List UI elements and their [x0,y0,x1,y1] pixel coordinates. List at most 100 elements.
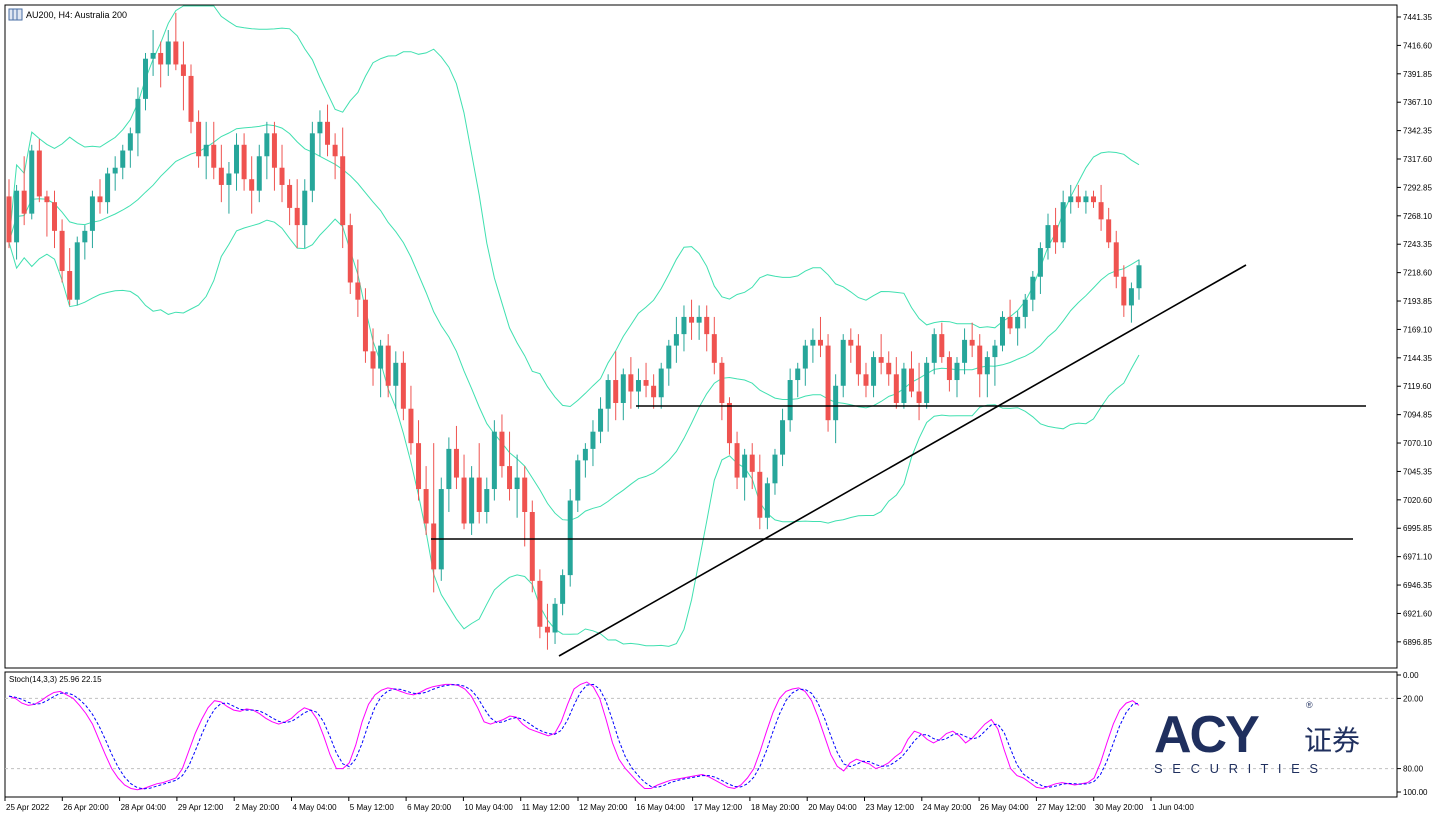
bull-candle[interactable] [1128,288,1134,306]
bear-candle[interactable] [537,580,543,627]
bull-candle[interactable] [802,345,808,369]
bull-candle[interactable] [795,368,801,381]
bear-candle[interactable] [1098,202,1104,220]
bull-candle[interactable] [135,98,141,134]
bear-candle[interactable] [249,179,255,191]
bear-candle[interactable] [6,196,12,243]
bear-candle[interactable] [158,52,164,65]
bear-candle[interactable] [1106,219,1112,243]
bull-candle[interactable] [150,52,156,59]
bear-candle[interactable] [67,271,73,300]
bear-candle[interactable] [1075,196,1081,203]
bear-candle[interactable] [893,374,899,403]
bull-candle[interactable] [999,316,1005,346]
bear-candle[interactable] [855,345,861,375]
bull-candle[interactable] [491,431,497,490]
bear-candle[interactable] [453,448,459,478]
bear-candle[interactable] [522,477,528,513]
bull-candle[interactable] [234,144,240,174]
bear-candle[interactable] [544,626,550,633]
bear-candle[interactable] [385,345,391,386]
bear-candle[interactable] [173,41,179,65]
bull-candle[interactable] [575,460,581,501]
bull-candle[interactable] [620,374,626,403]
bear-candle[interactable] [529,512,535,581]
bull-candle[interactable] [598,408,604,432]
bear-candle[interactable] [711,334,717,363]
bear-candle[interactable] [719,362,725,403]
bear-candle[interactable] [969,339,975,346]
bull-candle[interactable] [871,357,877,386]
bear-candle[interactable] [1053,225,1059,243]
bull-candle[interactable] [840,339,846,386]
bear-candle[interactable] [726,402,732,444]
bull-candle[interactable] [742,454,748,478]
bull-candle[interactable] [1136,265,1142,289]
bull-candle[interactable] [1015,316,1021,329]
bear-candle[interactable] [36,150,42,197]
bear-candle[interactable] [21,190,27,214]
bear-candle[interactable] [340,156,346,226]
bull-candle[interactable] [582,448,588,461]
bull-candle[interactable] [931,334,937,363]
bear-candle[interactable] [461,477,467,524]
bull-candle[interactable] [438,489,444,570]
bear-candle[interactable] [279,167,285,185]
bull-candle[interactable] [780,420,786,455]
bull-candle[interactable] [143,58,149,99]
bear-candle[interactable] [643,380,649,386]
bull-candle[interactable] [112,167,118,174]
bull-candle[interactable] [393,362,399,386]
bear-candle[interactable] [863,374,869,386]
bull-candle[interactable] [833,385,839,421]
bull-candle[interactable] [309,133,315,191]
bear-candle[interactable] [848,339,854,346]
bull-candle[interactable] [514,477,520,490]
bull-candle[interactable] [696,316,702,323]
bear-candle[interactable] [1113,242,1119,277]
bear-candle[interactable] [52,202,58,231]
bear-candle[interactable] [294,207,300,226]
bear-candle[interactable] [704,316,710,335]
bull-candle[interactable] [772,454,778,484]
bull-candle[interactable] [605,380,611,409]
bear-candle[interactable] [218,167,224,185]
uptrend-line[interactable] [558,264,1247,657]
bull-candle[interactable] [256,156,262,191]
bull-candle[interactable] [29,150,35,214]
bull-candle[interactable] [552,603,558,633]
bull-candle[interactable] [681,316,687,335]
bull-candle[interactable] [764,483,770,518]
bear-candle[interactable] [423,489,429,524]
bull-candle[interactable] [1022,299,1028,317]
bull-candle[interactable] [105,173,111,203]
bull-candle[interactable] [560,575,566,604]
bear-candle[interactable] [499,431,505,467]
bear-candle[interactable] [916,391,922,403]
bull-candle[interactable] [127,133,133,151]
bull-candle[interactable] [567,500,573,576]
bull-candle[interactable] [89,196,95,231]
bull-candle[interactable] [378,345,384,369]
bull-candle[interactable] [1083,196,1089,203]
bear-candle[interactable] [370,351,376,369]
bull-candle[interactable] [469,477,475,524]
bear-candle[interactable] [416,443,422,490]
bear-candle[interactable] [325,121,331,145]
bull-candle[interactable] [264,133,270,157]
bear-candle[interactable] [271,133,277,168]
bear-candle[interactable] [180,64,186,76]
bear-candle[interactable] [196,121,202,157]
bull-candle[interactable] [984,357,990,375]
window-icon[interactable] [8,8,23,21]
bull-candle[interactable] [226,173,232,185]
bear-candle[interactable] [734,443,740,478]
bull-candle[interactable] [484,489,490,513]
bull-candle[interactable] [120,150,126,168]
bull-candle[interactable] [673,334,679,346]
bull-candle[interactable] [74,242,80,300]
bull-candle[interactable] [14,190,20,243]
bear-candle[interactable] [347,225,353,283]
bull-candle[interactable] [82,230,88,243]
